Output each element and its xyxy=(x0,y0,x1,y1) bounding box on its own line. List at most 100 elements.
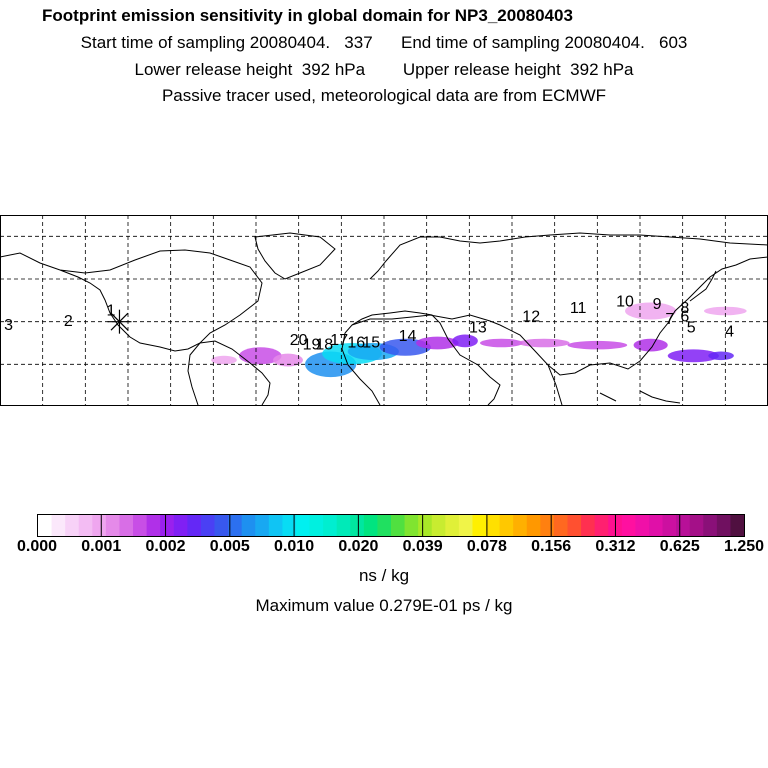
sensitivity-plume xyxy=(273,353,303,367)
sensitivity-plume xyxy=(238,347,282,365)
colorbar-cell xyxy=(336,515,351,536)
colorbar-dividers xyxy=(100,515,681,536)
colorbar-tick-label: 0.010 xyxy=(274,538,315,555)
colorbar-cell xyxy=(214,515,229,536)
colorbar-cell xyxy=(689,515,704,536)
colorbar-cell xyxy=(78,515,93,536)
colorbar-tick-label: 0.156 xyxy=(531,538,572,555)
colorbar-cell xyxy=(173,515,188,536)
colorbar-cell xyxy=(241,515,256,536)
time-marker-label: 11 xyxy=(570,300,587,317)
time-marker-label: 14 xyxy=(399,328,417,345)
colorbar-cell xyxy=(92,515,107,536)
colorbar-cell xyxy=(513,515,528,536)
colorbar-cell xyxy=(594,515,609,536)
sensitivity-plume xyxy=(211,355,237,365)
colorbar-tick-label: 0.078 xyxy=(466,538,507,555)
receptor-ray xyxy=(110,312,129,331)
colorbar-cell xyxy=(350,515,365,536)
sensitivity-plume xyxy=(704,306,747,316)
colorbar-cell xyxy=(540,515,555,536)
time-marker-label: 15 xyxy=(362,334,380,351)
colorbar-cell xyxy=(228,515,243,536)
sensitivity-plume xyxy=(452,334,478,348)
sensitivity-plume xyxy=(625,302,677,320)
colorbar-cell xyxy=(200,515,216,536)
colorbar-cell xyxy=(418,515,433,536)
colorbar-tick-label: 0.312 xyxy=(595,538,636,555)
tracer-info-line: Passive tracer used, meteorological data… xyxy=(161,86,607,105)
time-marker-label: 2 xyxy=(64,313,73,330)
coast-india xyxy=(547,364,563,406)
colorbar-cell xyxy=(553,515,569,536)
colorbar-cell xyxy=(119,515,134,536)
sensitivity-plume xyxy=(708,351,734,361)
plume-layer xyxy=(211,302,747,378)
sampling-time-line: Start time of sampling 20080404. 337 End… xyxy=(80,33,688,52)
colorbar-cell xyxy=(309,515,324,536)
colorbar-tick-label: 1.250 xyxy=(723,538,765,555)
colorbar-cell xyxy=(65,515,80,536)
colorbar-cell xyxy=(377,515,392,536)
colorbar-cell xyxy=(581,515,596,536)
time-marker-label: 4 xyxy=(725,324,734,341)
colorbar-cell xyxy=(499,515,514,536)
coast-mediterranean xyxy=(351,314,501,326)
time-marker-label: 18 xyxy=(315,336,333,353)
coastlines xyxy=(0,232,768,406)
colorbar-cell xyxy=(662,515,677,536)
coast-south-america xyxy=(187,340,271,406)
colorbar-cell xyxy=(146,515,161,536)
colorbar-cell xyxy=(567,515,582,536)
colorbar xyxy=(37,514,745,537)
colorbar-cell xyxy=(323,515,338,536)
colorbar-cell xyxy=(255,515,270,536)
colorbar-cell xyxy=(51,515,66,536)
colorbar-tick-label: 0.020 xyxy=(338,538,379,555)
coast-asia xyxy=(499,256,768,376)
colorbar-cell xyxy=(160,515,175,536)
colorbar-cell xyxy=(526,515,541,536)
colorbar-cell xyxy=(676,515,691,536)
coast-north-america xyxy=(0,249,263,352)
time-marker-label: 9 xyxy=(653,296,662,313)
sensitivity-plume xyxy=(633,338,668,352)
coast-japan xyxy=(689,270,717,302)
colorbar-cell xyxy=(486,515,501,536)
release-height-line: Lower release height 392 hPa Upper relea… xyxy=(134,60,634,79)
colorbar-cell xyxy=(445,515,460,536)
colorbar-frame xyxy=(37,514,745,537)
colorbar-cell xyxy=(730,515,745,536)
colorbar-tick-label: 0.002 xyxy=(145,538,186,555)
colorbar-cell xyxy=(187,515,202,536)
time-marker-label: 17 xyxy=(330,332,348,349)
colorbar-cell xyxy=(648,515,664,536)
colorbar-cell xyxy=(703,515,718,536)
coast-africa xyxy=(341,310,501,406)
sensitivity-plume xyxy=(480,338,523,348)
colorbar-units: ns / kg xyxy=(358,566,410,585)
time-marker-label: 7 xyxy=(665,311,674,328)
colorbar-cell xyxy=(458,515,474,536)
time-marker-label: 1 xyxy=(106,302,115,319)
time-marker-label: 16 xyxy=(347,334,365,351)
colorbar-tick-label: 0.625 xyxy=(659,538,700,555)
time-marker-label: 19 xyxy=(303,336,321,353)
coast-greenland xyxy=(254,232,336,280)
colorbar-cell xyxy=(621,515,636,536)
colorbar-cell xyxy=(38,515,53,536)
colorbar-cell xyxy=(295,515,311,536)
colorbar-tick-label: 0.001 xyxy=(81,538,122,555)
colorbar-cell xyxy=(635,515,650,536)
sensitivity-plume xyxy=(567,340,628,350)
colorbar-cell xyxy=(472,515,487,536)
colorbar-tick-label: 0.000 xyxy=(16,538,58,555)
time-marker-label: 3 xyxy=(4,317,13,334)
time-marker-label: 13 xyxy=(469,319,487,336)
receptor-marker xyxy=(107,309,132,334)
graticule xyxy=(0,215,768,406)
colorbar-cell xyxy=(716,515,732,536)
time-marker-label: 8 xyxy=(680,300,689,317)
maximum-value-label: Maximum value 0.279E-01 ps / kg xyxy=(255,596,513,615)
